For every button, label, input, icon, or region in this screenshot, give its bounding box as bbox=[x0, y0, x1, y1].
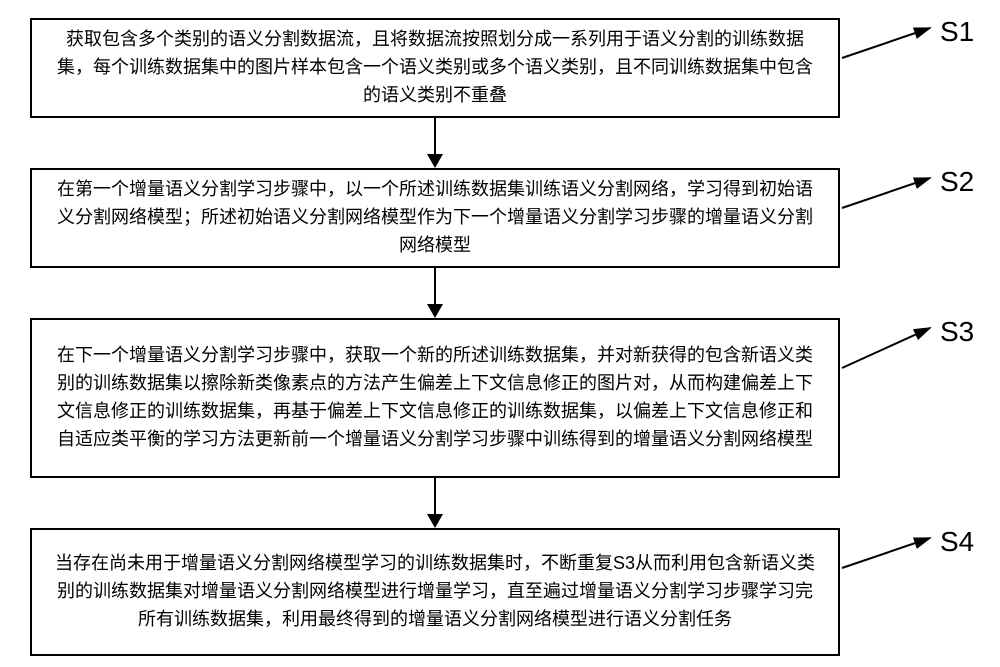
step-label-s4: S4 bbox=[940, 526, 974, 558]
step-box-s4: 当存在尚未用于增量语义分割网络模型学习的训练数据集时，不断重复S3从而利用包含新… bbox=[30, 528, 840, 656]
arrow-s1-s2 bbox=[427, 118, 443, 168]
step-text-s4: 当存在尚未用于增量语义分割网络模型学习的训练数据集时，不断重复S3从而利用包含新… bbox=[50, 550, 820, 634]
step-box-s2: 在第一个增量语义分割学习步骤中，以一个所述训练数据集训练语义分割网络，学习得到初… bbox=[30, 168, 840, 268]
step-text-s1: 获取包含多个类别的语义分割数据流，且将数据流按照划分成一系列用于语义分割的训练数… bbox=[50, 26, 820, 110]
step-label-s2: S2 bbox=[940, 166, 974, 198]
step-text-s2: 在第一个增量语义分割学习步骤中，以一个所述训练数据集训练语义分割网络，学习得到初… bbox=[50, 176, 820, 260]
arrow-s3-s4 bbox=[427, 478, 443, 528]
flowchart-canvas: 获取包含多个类别的语义分割数据流，且将数据流按照划分成一系列用于语义分割的训练数… bbox=[0, 0, 1000, 667]
step-box-s1: 获取包含多个类别的语义分割数据流，且将数据流按照划分成一系列用于语义分割的训练数… bbox=[30, 18, 840, 118]
step-text-s3: 在下一个增量语义分割学习步骤中，获取一个新的所述训练数据集，并对新获得的包含新语… bbox=[50, 342, 820, 454]
step-label-s1: S1 bbox=[940, 16, 974, 48]
step-label-s3: S3 bbox=[940, 316, 974, 348]
arrow-s2-s3 bbox=[427, 268, 443, 318]
step-box-s3: 在下一个增量语义分割学习步骤中，获取一个新的所述训练数据集，并对新获得的包含新语… bbox=[30, 318, 840, 478]
